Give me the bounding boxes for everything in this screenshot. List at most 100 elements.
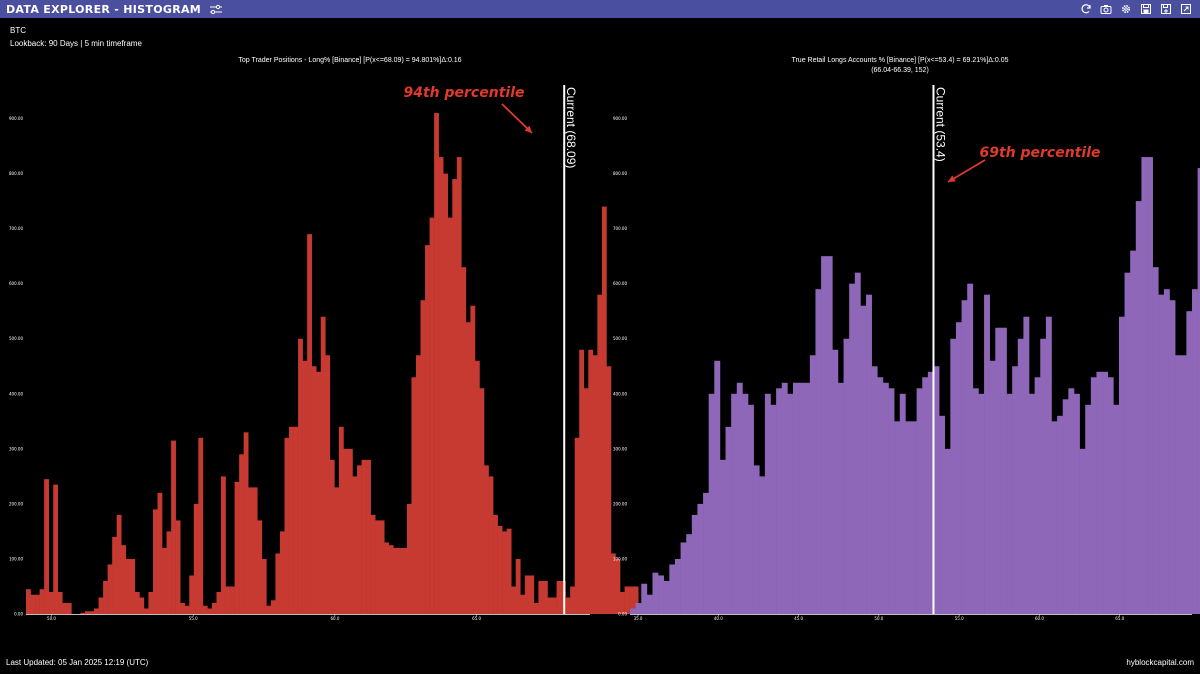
x-tick-label: 50.0 — [874, 616, 883, 621]
histogram-bar — [284, 437, 290, 614]
histogram-bar — [257, 520, 263, 614]
histogram-bar — [748, 404, 754, 614]
histogram-bar — [84, 611, 90, 614]
histogram-bar — [243, 432, 249, 614]
y-tick-label: 700.00 — [9, 226, 23, 231]
y-tick-label: 500.00 — [613, 336, 627, 341]
histogram-bar — [583, 388, 589, 614]
histogram-bar — [121, 545, 127, 614]
filter-settings-icon[interactable] — [209, 3, 223, 15]
histogram-bar — [502, 531, 507, 614]
histogram-bar — [425, 245, 430, 614]
histogram-bar — [641, 583, 648, 614]
app-title: DATA EXPLORER - HISTOGRAM — [6, 2, 202, 16]
histogram-bar — [633, 586, 639, 614]
histogram-bar — [561, 580, 566, 614]
histogram-bar — [143, 608, 149, 614]
histogram-bar — [175, 520, 181, 614]
histogram-bar — [429, 217, 435, 614]
histogram-bar — [184, 605, 190, 614]
histogram-bar — [484, 465, 489, 614]
histogram-bar — [1090, 377, 1097, 614]
toolbar — [1078, 1, 1194, 17]
histogram-bar — [370, 514, 376, 614]
x-tick-label: 55.0 — [189, 616, 198, 621]
histogram-bar — [248, 487, 254, 614]
histogram-bar — [911, 421, 917, 614]
x-tick-label: 35.0 — [634, 616, 643, 621]
histogram-bar — [293, 426, 299, 614]
histogram-bar — [171, 440, 176, 614]
histogram-bar — [366, 459, 371, 614]
histogram-bar — [302, 360, 308, 614]
histogram-bar — [1017, 338, 1024, 614]
histogram-bar — [533, 602, 539, 614]
y-tick-label: 700.00 — [613, 226, 627, 231]
histogram-bar — [922, 377, 929, 614]
expand-icon[interactable] — [1178, 1, 1194, 17]
histogram-bar — [207, 608, 213, 614]
histogram-bar — [984, 294, 990, 614]
histogram-bar — [66, 602, 72, 614]
histogram-bar — [166, 531, 172, 614]
histogram-bar — [270, 600, 276, 614]
histogram-bar — [1068, 388, 1075, 614]
histogram-bar — [361, 459, 367, 614]
histogram-bar — [663, 580, 670, 614]
refresh-icon[interactable] — [1078, 1, 1094, 17]
histogram-bar — [415, 355, 421, 614]
histogram-bar — [252, 487, 258, 614]
histogram-bar — [420, 300, 426, 614]
histogram-bar — [837, 382, 844, 614]
histogram-bar — [691, 514, 698, 614]
histogram-bar — [107, 564, 113, 614]
histogram-bar — [98, 597, 104, 614]
histogram-bar — [134, 591, 140, 614]
histogram-bar — [529, 575, 535, 614]
histogram-bar — [798, 382, 805, 614]
x-tick-label: 40.0 — [714, 616, 723, 621]
histogram-bar — [239, 454, 244, 614]
y-tick-label: 100.00 — [9, 556, 23, 561]
histogram-bar — [275, 553, 281, 614]
histogram-bar — [860, 305, 867, 614]
histogram-bar — [588, 349, 594, 614]
histogram-bar — [731, 393, 738, 614]
histogram-bar — [211, 602, 217, 614]
annotation-arrowhead — [524, 125, 532, 133]
histogram-bar — [955, 322, 962, 614]
histogram-bar — [961, 300, 968, 614]
histogram-bar — [406, 503, 412, 614]
histogram-bar — [933, 366, 940, 614]
histogram-bar — [1175, 355, 1182, 614]
right-chart-subtitle: (66.04-66.39, 152) — [871, 67, 929, 74]
y-tick-label: 0.00 — [14, 612, 23, 617]
histogram-bar — [719, 459, 726, 614]
histogram-bar — [776, 388, 783, 614]
gear-icon[interactable] — [1118, 1, 1134, 17]
y-tick-label: 900.00 — [613, 116, 627, 121]
save-as-icon[interactable] — [1158, 1, 1174, 17]
histogram-bar — [843, 338, 850, 614]
histogram-bar — [630, 608, 636, 614]
histogram-bar — [1079, 448, 1086, 614]
symbol-label: BTC — [10, 26, 26, 35]
camera-icon[interactable] — [1098, 1, 1114, 17]
histogram-bar — [438, 157, 444, 614]
y-tick-label: 400.00 — [9, 391, 23, 396]
histogram-bar — [714, 360, 721, 614]
histogram-bar — [552, 597, 557, 614]
percentile-annotation: 94th percentile — [404, 85, 525, 101]
histogram-bar — [1023, 316, 1030, 614]
histogram-bar — [157, 492, 163, 614]
histogram-bar — [220, 476, 226, 614]
histogram-bar — [854, 272, 861, 614]
histogram-bar — [384, 542, 390, 614]
histogram-bar — [162, 547, 167, 614]
histogram-bar — [944, 448, 951, 614]
save-icon[interactable] — [1138, 1, 1154, 17]
histogram-bar — [592, 355, 598, 614]
histogram-bar — [978, 393, 985, 614]
histogram-bar — [465, 322, 471, 614]
